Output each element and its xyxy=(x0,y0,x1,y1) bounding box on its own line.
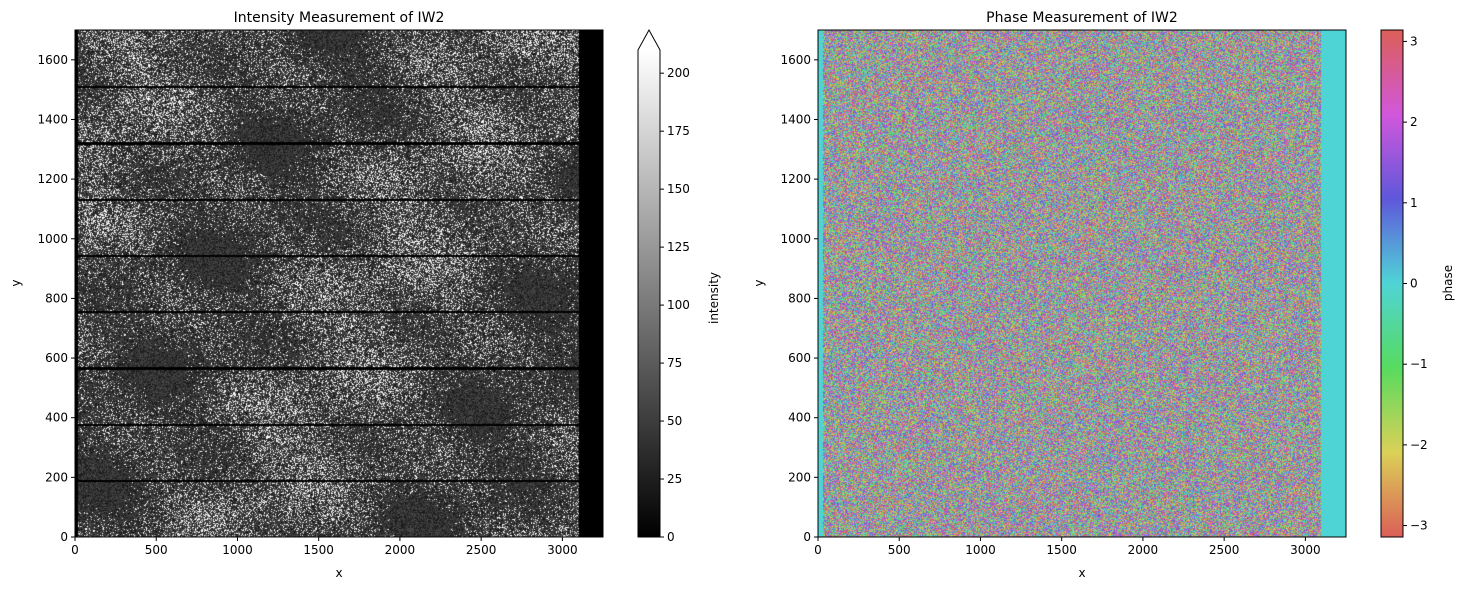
phase-xtick-label: 0 xyxy=(814,543,822,557)
intensity-colorbar-extend-triangle xyxy=(638,30,660,50)
phase-ytick-label: 1000 xyxy=(780,232,811,246)
phase-ylabel: y xyxy=(752,279,766,286)
intensity-ytick-label: 200 xyxy=(45,470,68,484)
phase-xtick-label: 500 xyxy=(888,543,911,557)
intensity-xtick-label: 1500 xyxy=(303,543,334,557)
colorbar-tick-label: 2 xyxy=(1410,115,1418,129)
intensity-ytick-label: 0 xyxy=(60,530,68,544)
intensity-chart: Intensity Measurement of IW2 0 500 1000 150… xyxy=(9,10,721,580)
phase-xtick-label: 2500 xyxy=(1209,543,1240,557)
intensity-colorbar-frame xyxy=(637,28,661,538)
phase-colorbar-gradient xyxy=(1381,30,1403,537)
intensity-xtick-label: 0 xyxy=(71,543,79,557)
intensity-ytick-label: 1600 xyxy=(37,53,68,67)
phase-colorbar-ticks: −3 −2 −1 0 1 2 3 xyxy=(1403,34,1428,533)
phase-xtick-label: 2000 xyxy=(1128,543,1159,557)
phase-axes: 0 500 1000 1500 2000 2500 3000 0 200 400 600 800 100… xyxy=(780,53,1320,557)
colorbar-tick-label: 1 xyxy=(1410,196,1418,210)
colorbar-tick-label: 25 xyxy=(667,472,682,486)
intensity-ytick-label: 1000 xyxy=(37,232,68,246)
intensity-xtick-label: 1000 xyxy=(222,543,253,557)
intensity-axes: 0 500 1000 1500 2000 2500 3000 0 200 400 600 800 100… xyxy=(37,53,577,557)
colorbar-tick-label: 200 xyxy=(667,66,690,80)
phase-colorbar-label: phase xyxy=(1441,265,1455,301)
phase-colorbar: −3 −2 −1 0 1 2 3 phase xyxy=(1380,29,1455,538)
phase-ytick-label: 400 xyxy=(788,411,811,425)
intensity-colorbar: 0 25 50 75 100 125 150 175 200 intensity xyxy=(637,28,721,544)
intensity-ytick-label: 1400 xyxy=(37,112,68,126)
phase-xtick-label: 1500 xyxy=(1046,543,1077,557)
colorbar-tick-label: 3 xyxy=(1410,34,1418,48)
intensity-colorbar-label: intensity xyxy=(707,272,721,324)
intensity-xtick-label: 500 xyxy=(145,543,168,557)
colorbar-tick-label: −2 xyxy=(1410,438,1428,452)
intensity-xtick-label: 3000 xyxy=(547,543,578,557)
intensity-xtick-label: 2000 xyxy=(385,543,416,557)
phase-chart: Phase Measurement of IW2 0 500 1000 1500 200… xyxy=(752,10,1455,580)
phase-plot-frame xyxy=(817,29,1347,538)
phase-ytick-label: 0 xyxy=(803,530,811,544)
colorbar-tick-label: 0 xyxy=(1410,277,1418,291)
phase-ytick-label: 1200 xyxy=(780,172,811,186)
intensity-ytick-label: 400 xyxy=(45,411,68,425)
phase-ytick-label: 1600 xyxy=(780,53,811,67)
phase-ytick-label: 200 xyxy=(788,470,811,484)
colorbar-tick-label: 75 xyxy=(667,356,682,370)
intensity-colorbar-ticks: 0 25 50 75 100 125 150 175 200 xyxy=(660,66,690,544)
colorbar-tick-label: 0 xyxy=(667,530,675,544)
intensity-plot-frame xyxy=(74,29,604,538)
phase-ytick-label: 1400 xyxy=(780,112,811,126)
colorbar-tick-label: 150 xyxy=(667,182,690,196)
intensity-heatmap-image xyxy=(75,30,603,537)
phase-ytick-label: 800 xyxy=(788,291,811,305)
colorbar-tick-label: 175 xyxy=(667,124,690,138)
phase-xlabel: x xyxy=(1078,566,1085,580)
intensity-ytick-label: 800 xyxy=(45,291,68,305)
intensity-xlabel: x xyxy=(335,566,342,580)
intensity-ytick-label: 600 xyxy=(45,351,68,365)
phase-ytick-label: 600 xyxy=(788,351,811,365)
intensity-ytick-label: 1200 xyxy=(37,172,68,186)
intensity-chart-title: Intensity Measurement of IW2 xyxy=(234,10,445,26)
colorbar-tick-label: −1 xyxy=(1410,357,1428,371)
intensity-xtick-label: 2500 xyxy=(466,543,497,557)
intensity-ylabel: y xyxy=(9,279,23,286)
phase-chart-title: Phase Measurement of IW2 xyxy=(986,10,1178,26)
phase-heatmap-image xyxy=(818,30,1346,537)
colorbar-tick-label: 100 xyxy=(667,298,690,312)
colorbar-tick-label: −3 xyxy=(1410,519,1428,533)
phase-xtick-label: 3000 xyxy=(1290,543,1321,557)
phase-xtick-label: 1000 xyxy=(965,543,996,557)
colorbar-tick-label: 125 xyxy=(667,240,690,254)
colorbar-tick-label: 50 xyxy=(667,414,682,428)
intensity-colorbar-gradient xyxy=(638,50,660,537)
